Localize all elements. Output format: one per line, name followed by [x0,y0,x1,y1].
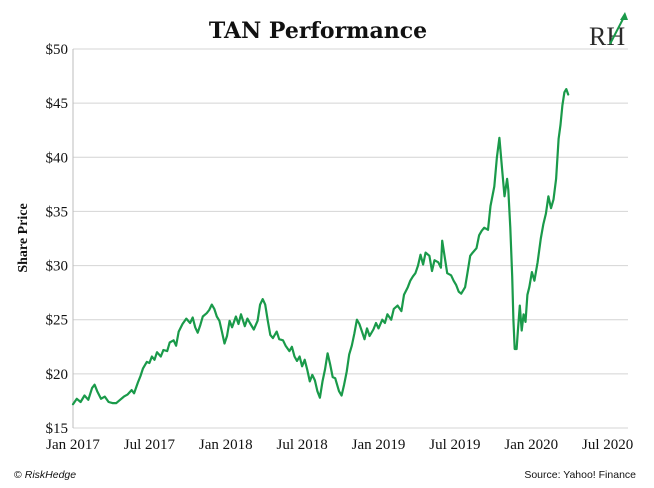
svg-text:©RiskHedge: © RiskHedge [14,469,76,481]
y-tick-label: $45 [46,96,69,112]
x-tick-label: Jul 2020 [582,437,633,453]
y-axis-label: Share Price [16,203,31,272]
x-tick-label: Jul 2019 [429,437,480,453]
y-tick-label: $20 [46,367,69,383]
x-tick-labels: Jan 2017 Jul 2017 Jan 2018 Jul 2018 Jan 2019… [46,437,633,453]
x-tick-label: Jul 2017 [124,437,176,453]
y-tick-labels: $15 $20 $25 $30 $35 $40 $45 $50 [46,42,69,437]
copyright-symbol: © [14,469,22,481]
footer-copyright: © RiskHedge [14,469,76,481]
rh-logo: RH [589,12,628,51]
y-tick-label: $40 [46,150,69,166]
y-tick-label: $15 [46,421,69,437]
x-tick-label: Jan 2018 [199,437,253,453]
x-tick-label: Jan 2019 [352,437,406,453]
footer-source: Source: Yahoo! Finance [524,469,636,481]
y-tick-label: $50 [46,42,69,58]
chart-title: TAN Performance [209,18,427,44]
series-line [71,88,570,406]
copyright-brand: RiskHedge [25,469,77,481]
gridlines [72,48,628,429]
x-tick-label: Jul 2018 [276,437,327,453]
series-layer [71,88,570,406]
x-tick-label: Jan 2017 [46,437,100,453]
x-tick-label: Jan 2020 [504,437,558,453]
y-tick-label: $30 [46,259,69,275]
y-tick-label: $35 [46,204,69,220]
y-tick-label: $25 [46,313,69,329]
